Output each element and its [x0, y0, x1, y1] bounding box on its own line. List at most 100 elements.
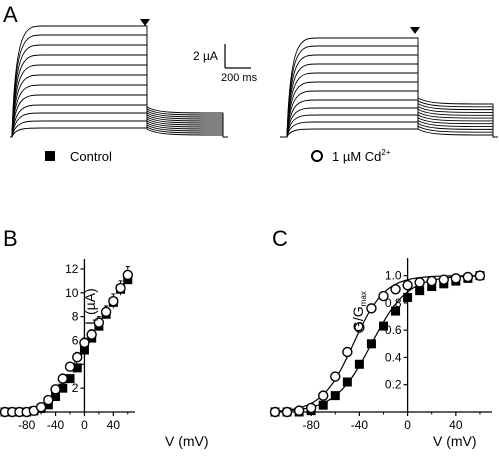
- c-cadmium-point: [330, 371, 341, 382]
- cadmium-trace-12: [280, 97, 498, 138]
- panel-c-conductance-plot: -80 -40 0 40 0.2 0.4 0.6 0.8 1.0 V (mV) G/Gmax: [269, 258, 492, 449]
- c-cadmium-point: [474, 270, 486, 281]
- b-cadmium-point: [108, 295, 119, 307]
- b-cadmium-point: [35, 402, 47, 413]
- c-y-tick-label: 0.6: [385, 323, 402, 337]
- panel-b-y-axis-label: It (µA): [82, 288, 100, 325]
- legend-cadmium-superscript: 2+: [381, 148, 390, 157]
- c-y-tick-label: 0.4: [385, 350, 402, 364]
- panel-label-a: A: [3, 2, 18, 27]
- c-x-tick-label: 0: [404, 418, 411, 432]
- scale-bar: 2 µA 200 ms: [193, 44, 258, 84]
- legend-cadmium-text: 1 µM Cd: [332, 149, 381, 164]
- b-y-tick-label: 8: [72, 310, 79, 324]
- b-cadmium-point: [93, 317, 105, 328]
- c-cadmium-point: [318, 390, 329, 401]
- scale-bar-time-label: 200 ms: [221, 72, 258, 84]
- c-control-point: [415, 286, 425, 296]
- b-cadmium-point: [100, 306, 112, 318]
- cadmium-trace-8: [280, 99, 498, 138]
- control-current-traces: [10, 25, 228, 138]
- c-x-tick-label: 40: [449, 418, 463, 432]
- panel-c-x-axis-label: V (mV): [433, 433, 477, 449]
- cadmium-trace-marker-triangle: [410, 27, 420, 34]
- control-trace-6: [10, 74, 228, 138]
- control-trace-marker-triangle: [140, 19, 150, 26]
- c-control-point: [318, 400, 328, 410]
- cadmium-trace-1: [280, 37, 498, 138]
- c-control-point: [366, 339, 376, 349]
- panel-c-y-label-main: G/G: [350, 306, 366, 332]
- cadmium-current-traces: [280, 37, 498, 138]
- control-trace-1: [10, 25, 228, 138]
- b-cadmium-point: [86, 329, 97, 340]
- cadmium-trace-6: [280, 81, 498, 138]
- b-cadmium-point: [122, 269, 133, 281]
- c-cadmium-point: [378, 290, 389, 302]
- scale-bar-current-label: 2 µA: [193, 49, 218, 63]
- b-x-tick-label: 0: [81, 418, 88, 432]
- panel-b-x-axis-label: V (mV): [165, 433, 209, 449]
- control-trace-2: [10, 34, 228, 138]
- c-cadmium-point: [269, 406, 281, 418]
- panel-c-ticks: -80 -40 0 40 0.2 0.4 0.6 0.8 1.0: [286, 269, 481, 432]
- c-control-point: [391, 306, 401, 316]
- panel-b-y-label-sub: t: [91, 318, 100, 321]
- b-cadmium-point: [43, 394, 54, 406]
- panel-label-b: B: [3, 226, 18, 251]
- panel-c-y-axis-label: G/Gmax: [350, 291, 368, 332]
- c-cadmium-point: [426, 275, 437, 287]
- panel-b-ticks: -80-4004024681012: [11, 262, 129, 432]
- c-cadmium-point: [293, 405, 305, 416]
- b-cadmium-point: [79, 337, 90, 349]
- legend-cadmium-marker: [311, 150, 323, 162]
- b-y-tick-label: 6: [72, 333, 79, 347]
- b-cadmium-point: [57, 373, 68, 384]
- panel-b-y-label-unit: (µA): [82, 288, 98, 319]
- panel-c-y-label-sub: max: [359, 291, 368, 306]
- c-control-point: [403, 292, 413, 302]
- c-cadmium-point: [402, 279, 413, 291]
- b-y-tick-label: 10: [65, 286, 79, 300]
- b-control-point: [79, 345, 89, 355]
- cadmium-trace-2: [280, 45, 498, 138]
- panel-c-data-points: [269, 270, 486, 418]
- control-trace-12: [10, 106, 228, 138]
- legend-control-marker: [45, 151, 55, 161]
- cadmium-trace-7: [280, 90, 498, 138]
- c-y-tick-label: 0.2: [385, 378, 402, 392]
- legend-control-label: Control: [70, 149, 112, 164]
- b-cadmium-point: [64, 361, 76, 372]
- panel-label-c: C: [272, 226, 288, 251]
- c-cadmium-point: [342, 346, 353, 358]
- b-y-tick-label: 12: [65, 262, 79, 276]
- b-cadmium-point: [115, 282, 126, 294]
- b-x-tick-label: -80: [18, 418, 36, 432]
- control-trace-4: [10, 54, 228, 138]
- c-cadmium-point: [414, 277, 425, 288]
- b-x-tick-label: 40: [107, 418, 121, 432]
- b-control-point: [51, 392, 61, 402]
- cadmium-trace-5: [280, 72, 498, 138]
- c-cadmium-point: [281, 406, 293, 418]
- c-cadmium-point: [305, 402, 317, 414]
- b-x-tick-label: -40: [47, 418, 65, 432]
- c-x-tick-label: -40: [351, 418, 369, 432]
- legend-cadmium-label: 1 µM Cd2+: [332, 148, 391, 164]
- cadmium-trace-11: [280, 100, 498, 138]
- c-cadmium-point: [438, 274, 449, 285]
- b-control-point: [65, 374, 75, 384]
- b-control-point: [58, 383, 68, 393]
- c-cadmium-point: [450, 273, 462, 284]
- b-y-tick-label: 2: [72, 381, 79, 395]
- c-control-point: [342, 377, 352, 387]
- control-trace-5: [10, 64, 228, 138]
- c-y-tick-label: 0.8: [385, 296, 402, 310]
- b-control-point: [72, 363, 82, 373]
- c-control-point: [379, 321, 388, 331]
- c-x-tick-label: -80: [302, 418, 320, 432]
- cadmium-trace-3: [280, 54, 498, 138]
- b-cadmium-point: [72, 351, 83, 363]
- c-y-tick-label: 1.0: [385, 269, 402, 283]
